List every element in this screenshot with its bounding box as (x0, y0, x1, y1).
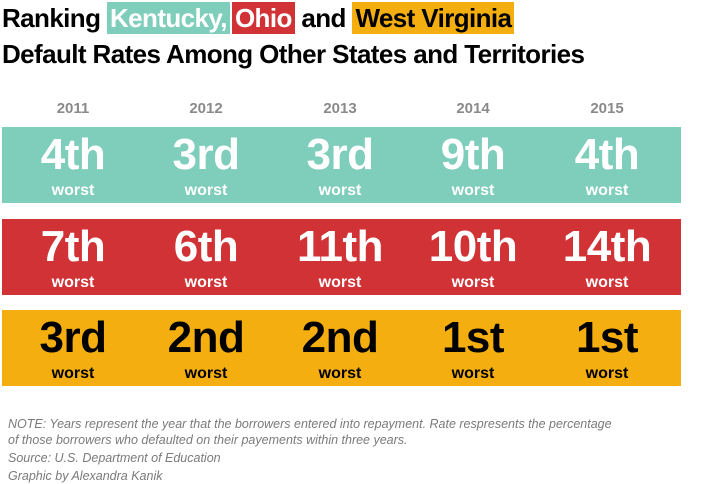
note-line-2: of those borrowers who defaulted on thei… (8, 433, 408, 447)
rank-value: 10th (428, 222, 518, 271)
rank-sublabel: worst (451, 182, 495, 199)
year-header: 2011 2012 2013 2014 2015 (2, 100, 681, 120)
rank-value: 2nd (167, 313, 245, 362)
rank-value: 9th (440, 130, 506, 179)
rank-cell: 10th worst (408, 221, 538, 293)
rank-sublabel: worst (184, 182, 228, 199)
rank-cell: 3rd worst (8, 312, 138, 384)
title-joiner: and (301, 3, 346, 33)
rank-sublabel: worst (585, 182, 629, 199)
rank-sublabel: worst (451, 365, 495, 382)
rank-value: 2nd (301, 313, 379, 362)
rank-cell: 11th worst (275, 221, 405, 293)
source: Source: U.S. Department of Education (8, 451, 221, 465)
rank-sublabel: worst (184, 365, 228, 382)
rank-value: 4th (40, 130, 106, 179)
rank-sublabel: worst (51, 274, 95, 291)
rank-sublabel: worst (585, 274, 629, 291)
rank-sublabel: worst (318, 274, 362, 291)
title-west-virginia: West Virginia (352, 2, 515, 34)
rank-cell: 1st worst (408, 312, 538, 384)
title-prefix: Ranking (2, 3, 101, 33)
rank-cell: 3rd worst (275, 129, 405, 201)
rank-sublabel: worst (51, 182, 95, 199)
note-line-1: NOTE: Years represent the year that the … (8, 417, 612, 431)
rank-cell: 4th worst (542, 129, 672, 201)
title-kentucky: Kentucky, (107, 2, 230, 34)
rank-cell: 1st worst (542, 312, 672, 384)
rank-value: 3rd (306, 130, 374, 179)
year-label-2014: 2014 (456, 100, 490, 117)
band-ohio: 7th worst 6th worst 11th worst 10th worst 14th wo… (2, 219, 681, 295)
title-ohio: Ohio (231, 2, 295, 34)
rank-cell: 3rd worst (141, 129, 271, 201)
credit: Graphic by Alexandra Kanik (8, 469, 163, 483)
rank-value: 6th (173, 222, 239, 271)
year-label-2011: 2011 (56, 100, 90, 117)
rank-value: 1st (575, 313, 639, 362)
rank-value: 1st (441, 313, 505, 362)
rank-sublabel: worst (585, 365, 629, 382)
rank-cell: 2nd worst (275, 312, 405, 384)
rank-cell: 2nd worst (141, 312, 271, 384)
rank-cell: 4th worst (8, 129, 138, 201)
rank-value: 11th (296, 222, 384, 271)
footnotes: NOTE: Years represent the year that the … (8, 416, 708, 484)
rank-value: 14th (562, 222, 652, 271)
band-kentucky: 4th worst 3rd worst 3rd worst 9th worst 4th worst (2, 127, 681, 203)
band-west-virginia: 3rd worst 2nd worst 2nd worst 1st worst 1st worst (2, 310, 681, 386)
rank-cell: 14th worst (542, 221, 672, 293)
year-label-2015: 2015 (590, 100, 624, 117)
year-label-2012: 2012 (189, 100, 223, 117)
rank-value: 3rd (172, 130, 240, 179)
rank-cell: 7th worst (8, 221, 138, 293)
rank-sublabel: worst (318, 182, 362, 199)
rank-cell: 9th worst (408, 129, 538, 201)
rank-sublabel: worst (51, 365, 95, 382)
rank-sublabel: worst (184, 274, 228, 291)
rank-cell: 6th worst (141, 221, 271, 293)
year-label-2013: 2013 (323, 100, 357, 117)
rank-sublabel: worst (451, 274, 495, 291)
rank-value: 4th (574, 130, 640, 179)
title-line-1: Ranking Kentucky, Ohio and West Virginia (2, 2, 515, 34)
rank-value: 3rd (39, 313, 107, 362)
rank-value: 7th (40, 222, 106, 271)
rank-sublabel: worst (318, 365, 362, 382)
title-line-2: Default Rates Among Other States and Ter… (2, 39, 585, 69)
